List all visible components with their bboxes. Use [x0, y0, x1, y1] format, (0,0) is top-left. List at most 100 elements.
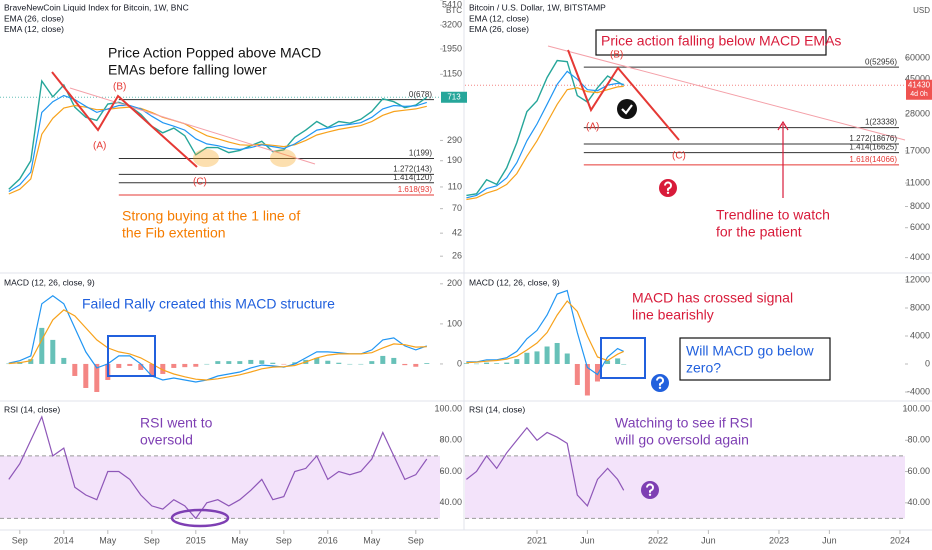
countdown-label: 4d 0h: [910, 91, 928, 98]
zigzag: [51, 71, 198, 168]
annotation: line bearishly: [632, 307, 714, 323]
histogram-bar: [193, 363, 199, 367]
y-tick-label: 8000: [910, 201, 930, 211]
histogram-bar: [94, 363, 100, 392]
x-tick-label: Sep: [12, 535, 28, 545]
histogram-bar: [6, 363, 12, 365]
histogram-bar: [237, 361, 243, 364]
histogram-bar: [138, 363, 144, 370]
y-tick-label: 110: [448, 181, 462, 191]
histogram-bar: [281, 363, 287, 365]
highlight-box: [107, 335, 156, 377]
series-line: [466, 70, 624, 199]
legend-entry: EMA (26, close): [4, 13, 64, 23]
annotation: EMAs before falling lower: [108, 62, 267, 78]
fib-label: 1(23338): [865, 118, 897, 127]
x-tick-label: Sep: [408, 535, 424, 545]
histogram-bar: [584, 363, 590, 396]
histogram-bar: [621, 363, 627, 365]
y-tick-label: 6000: [910, 222, 930, 232]
histogram-bar: [83, 363, 89, 388]
histogram-bar: [39, 327, 45, 364]
x-tick-label: Sep: [144, 535, 160, 545]
highlight-circle: [193, 149, 219, 167]
y-tick-label: 40.00: [439, 497, 462, 507]
y-tick-label: 17000: [905, 145, 930, 155]
zigzag: [567, 49, 680, 141]
annotation: RSI went to: [140, 415, 213, 431]
fib-label: 1.414(16625): [849, 143, 897, 152]
y-tick-label: 200: [447, 278, 462, 288]
x-tick-label: Jun: [580, 535, 595, 545]
y-tick-label: 100.00: [434, 403, 462, 413]
y-tick-label: -4000: [907, 386, 930, 396]
annotation: (A): [93, 141, 106, 152]
histogram-bar: [149, 363, 155, 376]
histogram-bar: [369, 361, 375, 364]
histogram-bar: [594, 363, 600, 382]
histogram-bar: [171, 363, 177, 368]
pane-title: Bitcoin / U.S. Dollar, 1W, BITSTAMP: [469, 2, 606, 12]
annotation: (C): [193, 177, 207, 188]
histogram-bar: [494, 363, 500, 364]
check-icon: [617, 99, 637, 119]
x-tick-label: 2014: [54, 535, 74, 545]
histogram-bar: [160, 363, 166, 374]
y-tick-label: 1150: [443, 69, 462, 79]
histogram-bar: [215, 361, 221, 364]
x-tick-label: 2022: [648, 535, 668, 545]
y-tick-label: 190: [447, 155, 462, 165]
annotation: Trendline to watch: [716, 207, 830, 223]
y-tick-label: 70: [452, 203, 462, 213]
histogram-bar: [61, 357, 67, 364]
histogram-bar: [473, 363, 479, 365]
annotation: oversold: [140, 432, 193, 448]
y-tick-label: 1950: [442, 43, 462, 53]
histogram-bar: [50, 339, 56, 364]
legend-entry: EMA (12, close): [4, 24, 64, 34]
histogram-bar: [28, 359, 34, 364]
annotation: for the patient: [716, 224, 802, 240]
y-tick-label: 100: [447, 318, 462, 328]
x-tick-label: May: [363, 535, 381, 545]
histogram-bar: [358, 363, 364, 365]
x-tick-label: Sep: [276, 535, 292, 545]
histogram-bar: [325, 360, 331, 364]
fib-label: 0(52956): [865, 57, 897, 66]
annotation: (B): [610, 50, 623, 61]
histogram-bar: [347, 363, 353, 365]
histogram-bar: [463, 363, 469, 364]
y-tick-label: 0: [925, 358, 930, 368]
histogram-bar: [182, 363, 188, 368]
fib-label: 1.414(120): [393, 173, 432, 182]
y-tick-label: 28000: [905, 109, 930, 119]
x-tick-label: Jun: [701, 535, 716, 545]
y-tick-label: 60000: [905, 52, 930, 62]
histogram-bar: [524, 352, 530, 364]
currency-label: USD: [913, 6, 930, 15]
pane-title: MACD (12, 26, close, 9): [4, 277, 95, 287]
pane-title: RSI (14, close): [469, 404, 525, 414]
highlight-box: [600, 337, 646, 379]
text-layer: 5410 3200 1950 1150 290 190 110 70 42 26 BTC Sep 201…: [4, 0, 932, 545]
y-tick-label: 80.00: [439, 435, 462, 445]
question-icon: [659, 179, 677, 197]
y-tick-label: 0: [457, 358, 462, 368]
histogram-bar: [605, 360, 611, 364]
annotation: Strong buying at the 1 line of: [122, 208, 300, 224]
annotation: Price action falling below MACD EMAs: [601, 33, 841, 49]
highlight-ellipse: [170, 508, 230, 528]
x-tick-label: 2024: [890, 535, 910, 545]
y-tick-label: 4000: [910, 330, 930, 340]
series-line: [8, 79, 428, 190]
pane-title: MACD (12, 26, close, 9): [469, 277, 560, 287]
y-tick-label: 42: [452, 228, 462, 238]
histogram-bar: [72, 363, 78, 376]
histogram-bar: [615, 358, 621, 364]
pane-title: RSI (14, close): [4, 404, 60, 414]
text-box: [595, 29, 827, 56]
rsi-band: [465, 455, 905, 519]
series-line: [466, 426, 625, 508]
annotation: Will MACD go below: [686, 343, 814, 359]
